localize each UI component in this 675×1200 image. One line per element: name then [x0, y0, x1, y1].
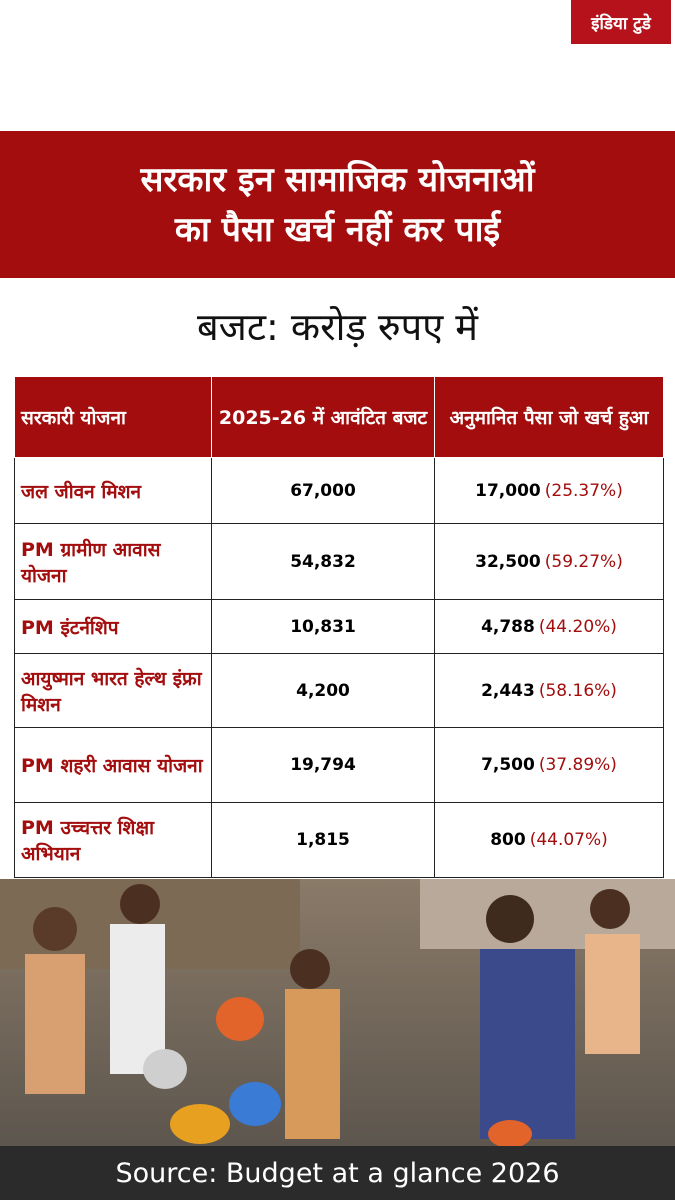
spent-percent: (37.89%) — [538, 755, 617, 775]
header-row: सरकारी योजना 2025-26 में आवंटित बजट अनुमान… — [14, 376, 664, 458]
subtitle: बजट: करोड़ रुपए में — [196, 305, 479, 349]
allocated-budget: 4,200 — [211, 653, 435, 728]
title: का पैसा खर्च नहीं कर पाई — [174, 209, 501, 250]
spent-amount: 17,000 — [475, 480, 541, 501]
title: सरकार इन सामाजिक योजनाओं — [140, 159, 535, 200]
spent-cell: 800 (44.07%) — [434, 802, 664, 878]
scheme-name: PM ग्रामीण आवास योजना — [14, 523, 212, 600]
table-row: PM इंटर्नशिप 10,831 4,788 (44.20%) — [14, 599, 664, 654]
table-body: जल जीवन मिशन 67,000 17,000 (25.37%) PM ग्राम… — [14, 457, 664, 878]
spent-cell: 4,788 (44.20%) — [434, 599, 664, 654]
table-row: PM ग्रामीण आवास योजना 54,832 32,500 (59.27%… — [14, 523, 664, 600]
spent-cell: 2,443 (58.16%) — [434, 653, 664, 728]
spent-percent: (25.37%) — [544, 480, 623, 501]
title-banner: सरकार इन सामाजिक योजनाओं का पैसा खर्च नह… — [0, 131, 675, 278]
spent-percent: (58.16%) — [538, 680, 617, 701]
source: Source: Budget at a glance 2026 — [0, 1146, 675, 1200]
spent-amount: 2,443 — [481, 680, 535, 701]
spent-cell: 17,000 (25.37%) — [434, 457, 664, 524]
scheme-name: PM शहरी आवास योजना — [14, 727, 212, 803]
column-header: सरकारी योजना — [14, 376, 212, 458]
table-row: जल जीवन मिशन 67,000 17,000 (25.37%) — [14, 457, 664, 524]
allocated-budget: 19,794 — [211, 727, 435, 803]
spent-cell: 7,500 (37.89%) — [434, 727, 664, 803]
allocated-budget: 67,000 — [211, 457, 435, 524]
spent-amount: 7,500 — [481, 755, 535, 775]
spent-amount: 32,500 — [475, 551, 541, 572]
allocated-budget: 54,832 — [211, 523, 435, 600]
column-header: अनुमानित पैसा जो खर्च हुआ — [434, 376, 664, 458]
scheme-name: PM इंटर्नशिप — [14, 599, 212, 654]
spent-percent: (44.07%) — [529, 830, 608, 850]
table-row: PM उच्चत्तर शिक्षा अभियान 1,815 800 (44.07%… — [14, 802, 664, 878]
scheme-name: जल जीवन मिशन — [14, 457, 212, 524]
spent-percent: (59.27%) — [544, 551, 623, 572]
allocated-budget: 10,831 — [211, 599, 435, 654]
photo — [0, 879, 675, 1146]
spent-amount: 4,788 — [481, 616, 535, 637]
allocated-budget: 1,815 — [211, 802, 435, 878]
table-row: आयुष्मान भारत हेल्थ इंफ्रा मिशन 4,200 2,44… — [14, 653, 664, 728]
spent-amount: 800 — [490, 830, 526, 850]
scheme-name: आयुष्मान भारत हेल्थ इंफ्रा मिशन — [14, 653, 212, 728]
budget-table: सरकारी योजना 2025-26 में आवंटित बजट अनुमान… — [14, 376, 664, 878]
spent-percent: (44.20%) — [538, 616, 617, 637]
scheme-name: PM उच्चत्तर शिक्षा अभियान — [14, 802, 212, 878]
logo: इंडिया टुडे — [571, 0, 671, 44]
table-row: PM शहरी आवास योजना 19,794 7,500 (37.89%) — [14, 727, 664, 803]
spent-cell: 32,500 (59.27%) — [434, 523, 664, 600]
column-header: 2025-26 में आवंटित बजट — [211, 376, 435, 458]
